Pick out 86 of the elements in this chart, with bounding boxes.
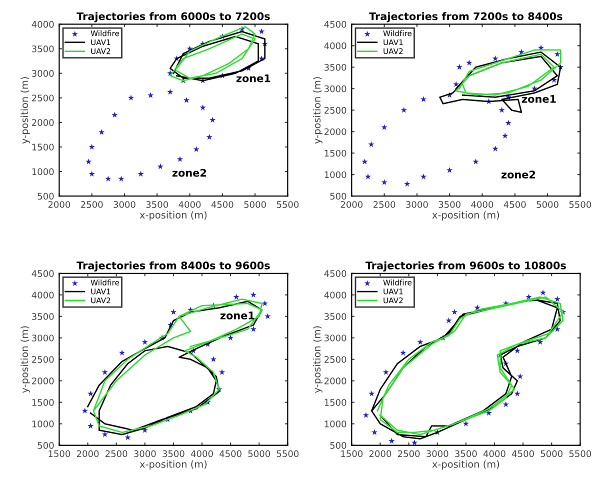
x-tick-label: 3000 — [406, 201, 428, 208]
y-tick-label: 2000 — [32, 378, 54, 384]
x-tick-label: 5000 — [248, 450, 270, 458]
y-axis-title: y-position (m) — [313, 326, 322, 393]
x-tick-label: 4000 — [190, 450, 213, 458]
x-tick-label: 3500 — [162, 450, 184, 458]
y-tick-label: 1500 — [324, 399, 346, 406]
x-tick-label: 2500 — [398, 450, 420, 458]
y-tick-label: 3500 — [324, 64, 346, 71]
x-tick-label: 4000 — [178, 201, 201, 208]
x-axis-title: x-position (m) — [432, 211, 500, 220]
x-tick-label: 2000 — [340, 201, 363, 208]
y-tick-label: 4000 — [324, 42, 346, 50]
y-tick-label: 500 — [38, 442, 54, 449]
x-tick-label: 5500 — [569, 450, 592, 458]
y-axis-title: y-position (m) — [20, 326, 30, 393]
x-tick-label: 1500 — [48, 450, 70, 458]
annotation: zone2 — [172, 168, 206, 177]
x-tick-label: 3000 — [114, 201, 136, 208]
x-tick-label: 5000 — [244, 201, 266, 208]
x-tick-label: 5500 — [276, 450, 299, 458]
x-tick-label: 4500 — [211, 201, 234, 208]
y-tick-label: 3500 — [32, 45, 54, 52]
y-tick-label: 3000 — [32, 334, 54, 342]
y-tick-label: 1000 — [324, 171, 346, 178]
y-tick-label: 500 — [330, 442, 346, 449]
x-tick-label: 1500 — [341, 450, 363, 458]
y-tick-label: 1500 — [32, 399, 54, 406]
y-tick-label: 4500 — [324, 270, 346, 277]
y-tick-label: 2500 — [324, 106, 346, 114]
y-tick-label: 3000 — [324, 334, 346, 342]
y-tick-label: 500 — [330, 192, 346, 200]
x-tick-label: 2000 — [369, 450, 392, 458]
y-tick-label: 2500 — [32, 356, 54, 363]
x-tick-label: 2000 — [48, 201, 70, 208]
x-tick-label: 3500 — [455, 450, 477, 458]
x-tick-label: 4500 — [220, 450, 242, 458]
chart-title: Trajectories from 6000s to 7200s — [76, 12, 270, 22]
x-tick-label: 3000 — [426, 450, 448, 458]
y-tick-label: 2000 — [324, 378, 346, 384]
y-tick-label: 2500 — [324, 356, 346, 363]
y-tick-label: 3000 — [32, 70, 54, 77]
x-tick-label: 2500 — [373, 201, 396, 208]
y-axis-title: y-position (m) — [313, 77, 322, 144]
y-tick-label: 2500 — [32, 94, 54, 102]
y-tick-label: 4500 — [324, 20, 346, 28]
x-axis-title: x-position (m) — [140, 211, 207, 220]
y-axis-title: y-position (m) — [20, 77, 30, 144]
chart-title: Trajectories from 9600s to 10800s — [365, 261, 566, 272]
y-tick-label: 2000 — [324, 128, 346, 136]
annotation: zone1 — [236, 74, 270, 82]
x-tick-label: 5000 — [536, 201, 558, 208]
x-tick-label: 2000 — [76, 450, 99, 458]
x-tick-label: 3500 — [146, 201, 168, 208]
x-tick-label: 5000 — [540, 450, 562, 458]
y-tick-label: 3500 — [32, 313, 54, 320]
y-tick-label: 1000 — [324, 420, 346, 428]
y-tick-label: 1500 — [324, 150, 346, 157]
x-tick-label: 4500 — [504, 201, 526, 208]
x-axis-title: x-position (m) — [432, 460, 500, 470]
x-tick-label: 2500 — [105, 450, 128, 458]
x-tick-label: 5500 — [276, 201, 299, 208]
chart-title: Trajectories from 8400s to 9600s — [76, 261, 270, 272]
y-tick-label: 1000 — [32, 168, 54, 176]
x-tick-label: 4000 — [483, 450, 506, 458]
annotation: zone1 — [220, 312, 254, 320]
y-tick-label: 1500 — [32, 144, 54, 151]
x-tick-label: 3000 — [134, 450, 156, 458]
x-axis-title: x-position (m) — [140, 460, 207, 470]
y-tick-label: 3500 — [324, 313, 346, 320]
x-tick-label: 4000 — [471, 201, 494, 208]
x-tick-label: 4500 — [512, 450, 534, 458]
y-tick-label: 1000 — [32, 420, 54, 428]
annotation: zone1 — [522, 95, 556, 103]
y-tick-label: 3000 — [324, 85, 346, 92]
y-tick-label: 2000 — [32, 119, 54, 126]
annotation: zone2 — [501, 170, 536, 178]
y-tick-label: 4000 — [324, 292, 346, 298]
y-tick-label: 500 — [38, 192, 54, 200]
x-tick-label: 5500 — [569, 201, 592, 208]
chart-title: Trajectories from 7200s to 8400s — [369, 12, 562, 22]
y-tick-label: 4000 — [32, 292, 54, 298]
y-tick-label: 4500 — [32, 270, 54, 277]
x-tick-label: 2500 — [81, 201, 103, 208]
y-tick-label: 4000 — [32, 20, 54, 28]
x-tick-label: 3500 — [438, 201, 460, 208]
